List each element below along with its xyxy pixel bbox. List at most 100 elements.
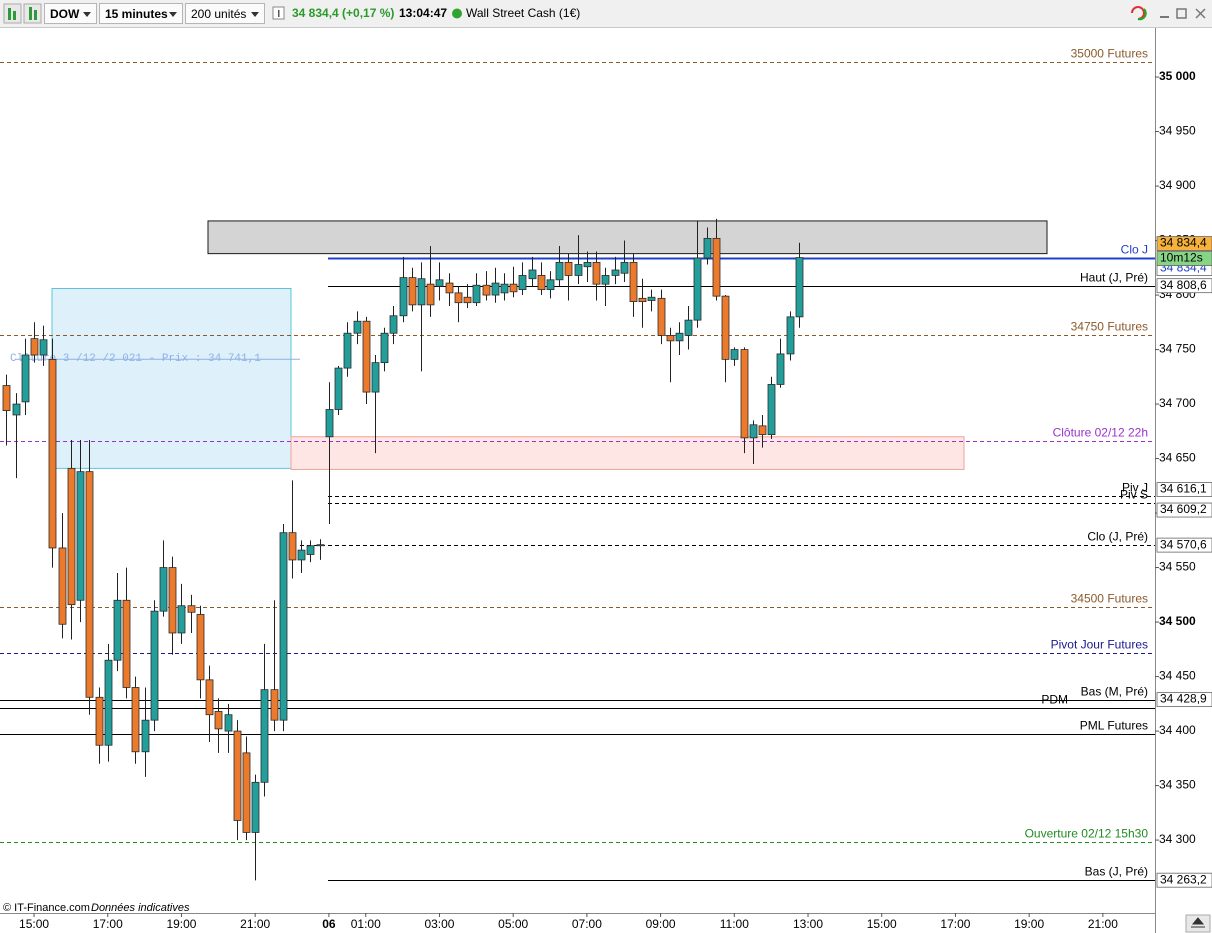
candle-body [122, 599, 131, 688]
level-label: Piv S [1120, 488, 1148, 502]
candle-body [712, 237, 721, 297]
level-tag: 34 808,6 [1160, 278, 1207, 292]
level-label: PML Futures [1080, 719, 1148, 733]
candle-body [150, 610, 159, 721]
candle-body [2, 385, 11, 412]
level-tag-box [1156, 278, 1212, 294]
candle-body [629, 261, 638, 302]
x-tick-label: 19:00 [1014, 917, 1044, 931]
candle-body [30, 338, 39, 356]
y-tick-label: 34 350 [1159, 778, 1196, 792]
candle-body [454, 292, 463, 304]
candle-body [528, 269, 537, 280]
candle-body [95, 696, 104, 746]
level-label: 35000 Futures [1071, 47, 1148, 61]
level-label: 34500 Futures [1071, 592, 1148, 606]
candle-body [297, 549, 306, 561]
candle-body [620, 261, 629, 274]
y-tick-label: 35 000 [1159, 69, 1196, 83]
scroll-icon [1191, 917, 1205, 928]
units-select[interactable]: 200 unités [185, 3, 265, 24]
level-label: PDM [1041, 693, 1068, 707]
candle-body [518, 275, 527, 291]
candle-body [141, 719, 150, 753]
candle-body [583, 261, 592, 268]
candle-body [574, 264, 583, 276]
candle-body [362, 320, 371, 393]
candle-body [159, 567, 168, 612]
candle-body [343, 332, 352, 369]
candle-body [251, 781, 260, 833]
info-icon[interactable] [272, 3, 286, 24]
candle-body [399, 277, 408, 317]
chart-icons[interactable] [3, 3, 43, 24]
symbol-select[interactable]: DOW [44, 3, 97, 24]
x-tick-label: 15:00 [867, 917, 897, 931]
y-tick-label: 34 900 [1159, 178, 1196, 192]
candle-body [325, 409, 334, 438]
candle-body [730, 349, 739, 360]
y-tick-label: 34 300 [1159, 832, 1196, 846]
level-tag-box [1156, 537, 1212, 553]
candle-body [417, 278, 426, 306]
annotation: Clôture 3 /12 /2 021 - Prix : 34 741,1 [10, 353, 261, 365]
candle-body [491, 282, 500, 296]
y-tick-label: 34 400 [1159, 723, 1196, 737]
candle-body [693, 257, 702, 321]
level-label: Bas (J, Pré) [1085, 865, 1148, 879]
candle-body [684, 319, 693, 336]
y-tick-label: 34 750 [1159, 342, 1196, 356]
candle-body [675, 332, 684, 342]
x-tick-label: 01:00 [351, 917, 381, 931]
candle-body [482, 284, 491, 296]
toolbar: DOW 15 minutes 200 unités 34 834,4 (+0,1… [0, 0, 1212, 28]
candle-body [638, 297, 647, 302]
window-controls[interactable] [1128, 3, 1210, 24]
candle-body [242, 752, 251, 833]
level-label: Clôture 02/12 22h [1053, 426, 1148, 440]
candle-body [601, 275, 610, 285]
candle-body [168, 567, 177, 634]
candle-body [85, 471, 94, 698]
candle-body [786, 316, 795, 355]
level-label: 34750 Futures [1071, 320, 1148, 334]
price-tag: 34 834,4 [1160, 236, 1207, 250]
level-tag: 34 263,2 [1160, 872, 1207, 886]
candle-body [21, 354, 30, 403]
candle-body [76, 471, 85, 601]
price-tag-box [1156, 236, 1212, 251]
y-tick-label: 34 500 [1159, 614, 1196, 628]
candle-body [104, 659, 113, 746]
clock: 13:04:47 [399, 6, 448, 20]
status-dot [452, 8, 462, 19]
y-tick-label: 34 700 [1159, 396, 1196, 410]
candle-body [389, 315, 398, 334]
candle-body [666, 334, 675, 342]
level-tag-box [1156, 872, 1212, 888]
y-tick-label: 34 450 [1159, 669, 1196, 683]
axis-background [1155, 28, 1212, 933]
candle-body [334, 367, 343, 410]
x-tick-label: 06 [322, 917, 336, 931]
period-select[interactable]: 15 minutes [99, 3, 183, 24]
level-label: Pivot Jour Futures [1051, 638, 1148, 652]
x-tick-label: 09:00 [646, 917, 676, 931]
candle-body [48, 358, 57, 549]
candle-body [435, 279, 444, 287]
zone [51, 288, 292, 469]
candle-body [509, 283, 518, 293]
x-tick-label: 13:00 [793, 917, 823, 931]
chart-background [0, 28, 1212, 933]
zone [207, 220, 1048, 255]
y-tick-label: 34 950 [1159, 124, 1196, 138]
candle-body [260, 689, 269, 783]
candle-body [214, 711, 223, 730]
level-tag: 34 428,9 [1160, 692, 1207, 706]
instrument: Wall Street Cash (1€) [466, 6, 581, 20]
candle-body [795, 257, 804, 318]
level-label: Clo (J, Pré) [1087, 530, 1148, 544]
zone [290, 436, 965, 470]
x-tick-label: 21:00 [1088, 917, 1118, 931]
candle-body [611, 269, 620, 276]
